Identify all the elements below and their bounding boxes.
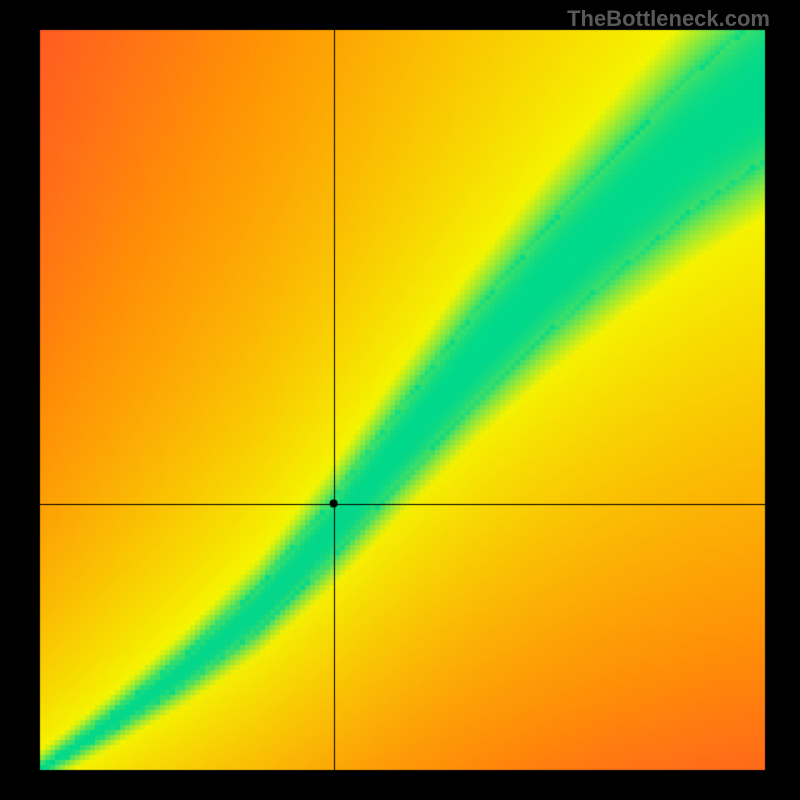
chart-container: { "watermark": { "text": "TheBottleneck.… (0, 0, 800, 800)
heatmap-canvas (0, 0, 800, 800)
watermark-text: TheBottleneck.com (567, 6, 770, 32)
